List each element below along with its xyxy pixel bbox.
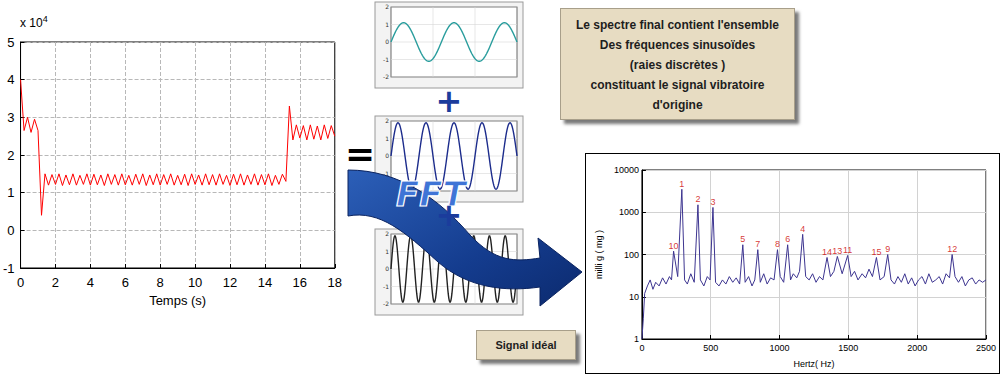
svg-text:4: 4: [800, 224, 805, 234]
svg-text:Hertz( Hz): Hertz( Hz): [793, 359, 834, 369]
svg-text:6: 6: [122, 275, 129, 290]
svg-text:+: +: [436, 82, 463, 120]
svg-text:13: 13: [832, 246, 842, 256]
svg-text:1: 1: [385, 21, 389, 28]
svg-text:1500: 1500: [838, 343, 858, 353]
svg-text:6: 6: [785, 234, 790, 244]
svg-text:=: =: [345, 133, 375, 174]
svg-text:-1: -1: [3, 261, 15, 276]
svg-text:3: 3: [710, 197, 715, 207]
svg-text:-2: -2: [383, 300, 389, 307]
svg-text:-1: -1: [383, 56, 389, 63]
svg-text:2: 2: [7, 148, 14, 163]
svg-text:1000: 1000: [770, 343, 790, 353]
svg-text:2: 2: [695, 194, 700, 204]
svg-text:10: 10: [188, 275, 202, 290]
svg-text:-2: -2: [383, 187, 389, 194]
svg-text:0: 0: [385, 38, 389, 45]
svg-text:2: 2: [385, 117, 389, 124]
svg-text:5: 5: [740, 234, 745, 244]
svg-text:3: 3: [7, 110, 14, 125]
svg-text:1: 1: [679, 179, 684, 189]
svg-text:12: 12: [947, 244, 957, 254]
svg-text:100: 100: [624, 250, 639, 260]
svg-text:-2: -2: [383, 73, 389, 80]
svg-text:2000: 2000: [907, 343, 927, 353]
html-text:x 10: x 10: [20, 16, 43, 30]
svg-text:0: 0: [17, 275, 24, 290]
svg-text:9: 9: [885, 244, 890, 254]
html-text:Signal idéal: Signal idéal: [495, 339, 557, 351]
svg-text:FFT: FFT: [396, 174, 468, 214]
html-text:4: 4: [42, 14, 48, 24]
svg-text:Temps (s): Temps (s): [149, 293, 206, 308]
svg-text:11: 11: [843, 245, 852, 255]
svg-text:8: 8: [157, 275, 164, 290]
svg-text:2: 2: [385, 3, 389, 10]
svg-text:18: 18: [328, 275, 342, 290]
svg-text:16: 16: [293, 275, 307, 290]
svg-text:8: 8: [775, 239, 780, 249]
svg-text:0: 0: [7, 223, 14, 238]
svg-text:1: 1: [385, 135, 389, 142]
svg-text:2: 2: [52, 275, 59, 290]
svg-text:1: 1: [634, 334, 639, 344]
html-text:constituant le signal vibratoi: constituant le signal vibratoire: [590, 78, 765, 92]
svg-text:-1: -1: [383, 170, 389, 177]
svg-text:14: 14: [258, 275, 272, 290]
svg-text:+: +: [436, 196, 463, 234]
svg-text:0: 0: [639, 343, 644, 353]
svg-text:1000: 1000: [619, 207, 639, 217]
svg-text:5: 5: [7, 35, 14, 50]
svg-text:2: 2: [385, 230, 389, 237]
svg-text:14: 14: [822, 247, 832, 257]
svg-text:-1: -1: [383, 283, 389, 290]
html-text:(raies discrètes ): (raies discrètes ): [629, 58, 726, 72]
html-text:Le spectre final contient l'en: Le spectre final contient l'ensemble: [576, 18, 779, 32]
svg-text:1: 1: [385, 248, 389, 255]
svg-text:7: 7: [755, 239, 760, 249]
svg-text:10000: 10000: [614, 165, 639, 175]
html-text:d'origine: d'origine: [652, 98, 703, 112]
html-text:Des fréquences sinusoïdes: Des fréquences sinusoïdes: [599, 38, 756, 52]
svg-text:500: 500: [703, 343, 718, 353]
svg-text:10: 10: [629, 292, 639, 302]
svg-text:15: 15: [871, 247, 881, 257]
svg-text:4: 4: [87, 275, 94, 290]
svg-text:2500: 2500: [976, 343, 996, 353]
svg-text:10: 10: [669, 241, 679, 251]
svg-text:4: 4: [7, 72, 14, 87]
svg-text:1: 1: [7, 185, 14, 200]
svg-text:milli g ( mg ): milli g ( mg ): [594, 230, 604, 279]
svg-text:12: 12: [223, 275, 237, 290]
svg-text:0: 0: [385, 152, 389, 159]
svg-text:0: 0: [385, 265, 389, 272]
